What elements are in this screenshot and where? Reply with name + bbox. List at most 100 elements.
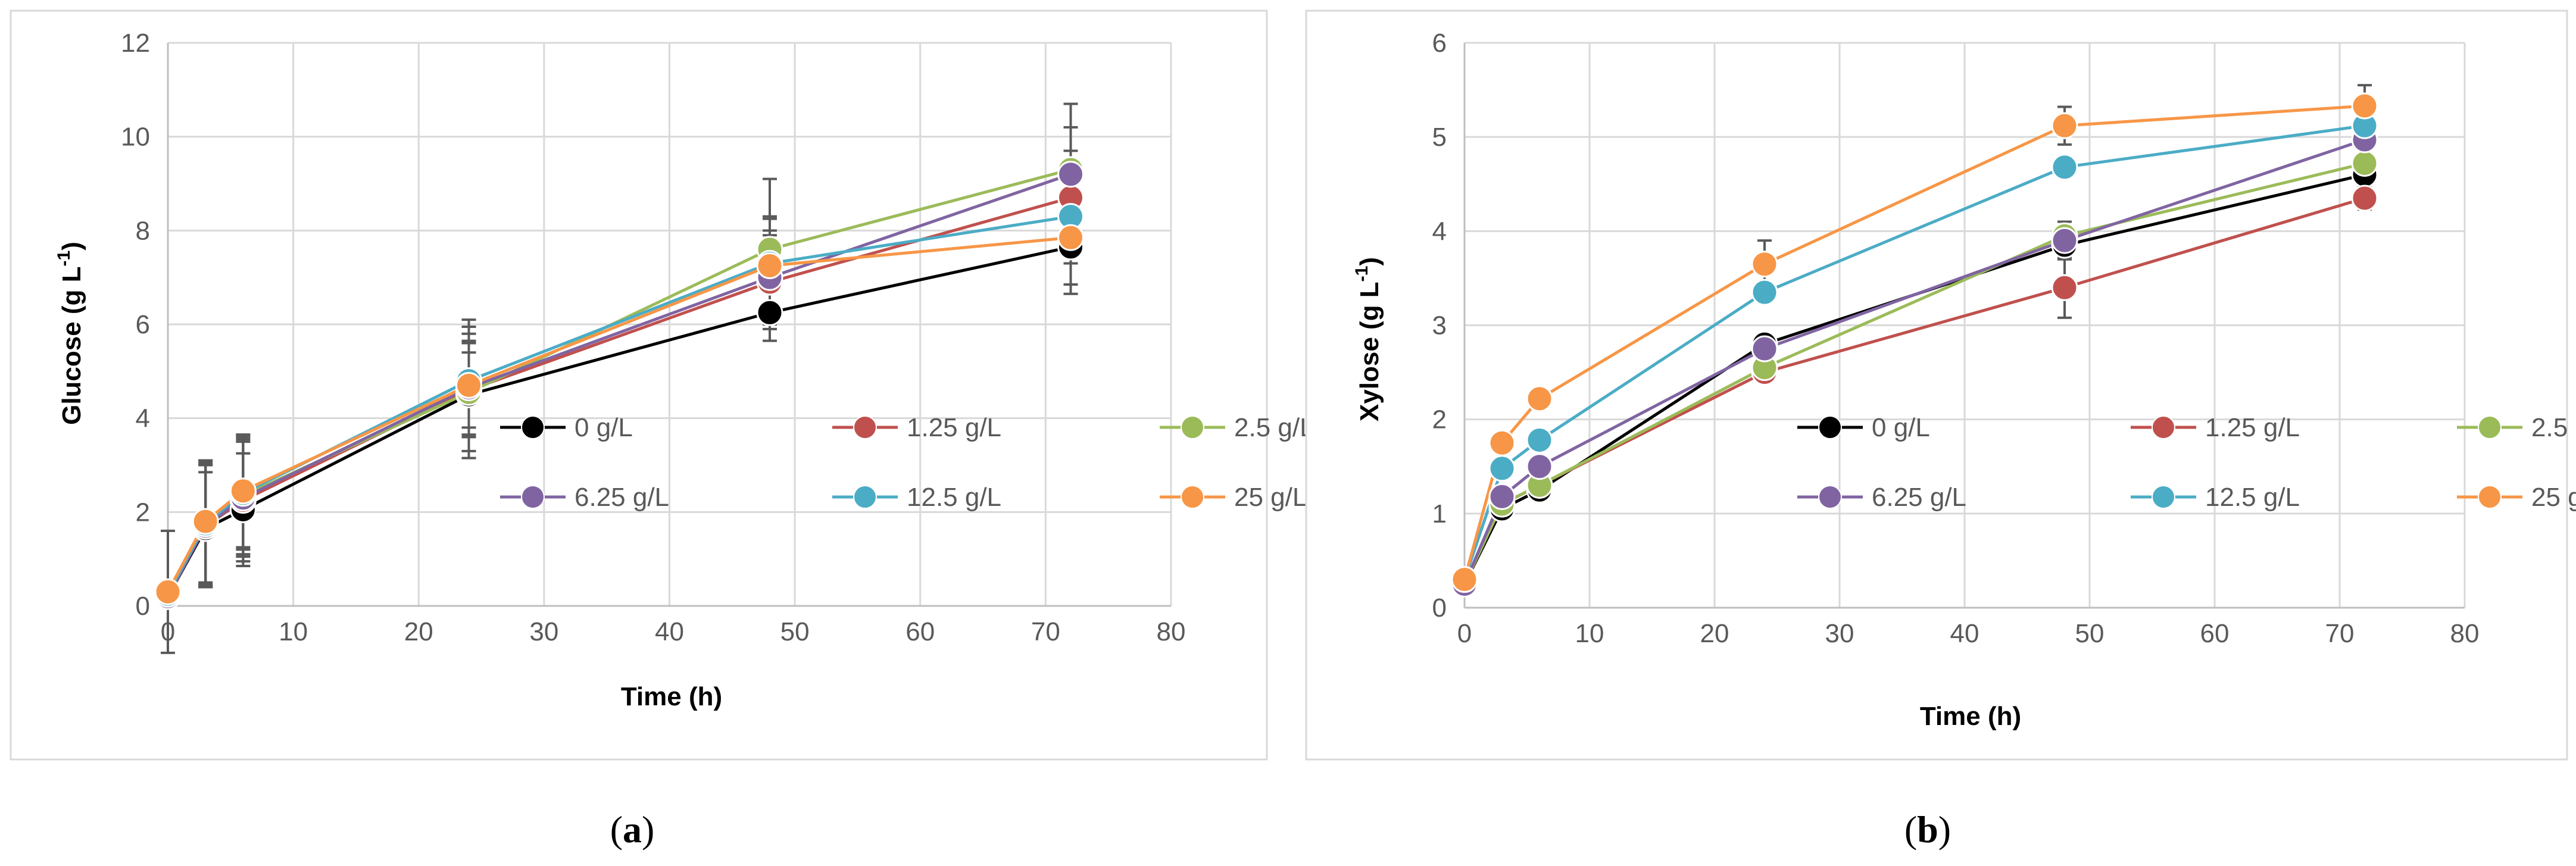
point-b-1-25-g-l-4 <box>2051 274 2078 301</box>
point-b-1-25-g-l-5 <box>2351 185 2378 212</box>
x-tick-label-b-3: 30 <box>1825 619 1854 648</box>
point-b-12-5-g-l-2 <box>1526 426 1553 454</box>
panel-label-a: (a) <box>610 808 655 851</box>
legend-item-a-2-5-g-l: 2.5 g/L <box>1160 413 1314 442</box>
y-axis-title-b-sup: -1 <box>1352 266 1372 282</box>
y-axis-title-b-tail: ) <box>1355 257 1384 266</box>
legend-item-b-2-5-g-l: 2.5 g/L <box>2457 413 2576 442</box>
x-tick-label-b-5: 50 <box>2075 619 2104 648</box>
x-tick-label-b-0: 0 <box>1457 619 1472 648</box>
y-tick-label-a-4: 8 <box>136 216 150 245</box>
series-line-b-0-g-l <box>1463 173 2365 585</box>
legend-marker-a-2 <box>1181 415 1204 439</box>
y-tick-label-b-2: 2 <box>1432 405 1447 434</box>
point-a-25-g-l-2 <box>229 477 257 505</box>
y-axis-title-b-base: Xylose (g L <box>1355 282 1384 421</box>
x-tick-label-a-8: 80 <box>1157 617 1186 646</box>
point-b-12-5-g-l-4 <box>2051 154 2078 181</box>
point-b-25-g-l-3 <box>1751 251 1778 278</box>
y-axis-title-b: Xylose (g L-1) <box>1352 257 1384 421</box>
legend-marker-b-3 <box>1818 485 1842 509</box>
plot-area-a: 01020304050607080024681012 <box>121 29 1186 654</box>
legend-marker-a-0 <box>521 415 545 439</box>
legend-item-b-25-g-l: 25 g/L <box>2457 483 2576 512</box>
panel-label-a-letter: a <box>623 808 642 851</box>
legend-item-b-0-g-l: 0 g/L <box>1797 413 1930 442</box>
legend-item-a-12-5-g-l: 12.5 g/L <box>832 483 1001 512</box>
point-b-25-g-l-4 <box>2051 112 2078 139</box>
y-axis-title-a-sup: -1 <box>54 251 74 267</box>
legend-label-a-5: 25 g/L <box>1234 483 1307 512</box>
legend-item-a-6-25-g-l: 6.25 g/L <box>500 483 669 512</box>
y-axis-title-a-tail: ) <box>57 242 86 251</box>
legend-marker-b-0 <box>1818 415 1842 439</box>
point-b-6-25-g-l-2 <box>1526 453 1553 480</box>
y-tick-label-a-2: 4 <box>136 404 150 433</box>
point-b-6-25-g-l-1 <box>1488 483 1516 510</box>
y-tick-label-a-5: 10 <box>121 123 150 152</box>
legend-label-b-3: 6.25 g/L <box>1872 483 1966 512</box>
point-b-25-g-l-1 <box>1488 429 1516 457</box>
legend-item-b-6-25-g-l: 6.25 g/L <box>1797 483 1966 512</box>
legend-label-b-5: 25 g/L <box>2531 483 2576 512</box>
point-b-25-g-l-2 <box>1526 385 1553 412</box>
point-a-25-g-l-3 <box>455 371 482 399</box>
point-b-2-5-g-l-5 <box>2351 149 2378 177</box>
legend-label-b-2: 2.5 g/L <box>2531 413 2576 442</box>
point-a-25-g-l-1 <box>192 508 219 535</box>
y-tick-label-a-0: 0 <box>136 592 150 621</box>
x-tick-label-a-4: 40 <box>655 617 684 646</box>
legend-b: 0 g/L 1.25 g/L 2.5 g/L 6.25 g/L 12.5 g/L 25 g… <box>1797 413 2576 512</box>
x-tick-label-a-3: 30 <box>529 617 558 646</box>
y-tick-label-a-3: 6 <box>136 310 150 339</box>
point-b-12-5-g-l-1 <box>1488 455 1516 482</box>
point-a-0-g-l-4 <box>756 299 783 326</box>
legend-label-b-4: 12.5 g/L <box>2205 483 2300 512</box>
point-a-25-g-l-5 <box>1057 224 1084 251</box>
x-tick-label-a-2: 20 <box>404 617 433 646</box>
x-tick-label-b-4: 40 <box>1950 619 1979 648</box>
y-tick-label-b-3: 3 <box>1432 311 1447 340</box>
x-tick-label-a-7: 70 <box>1031 617 1060 646</box>
x-tick-label-a-1: 10 <box>279 617 308 646</box>
point-a-25-g-l-4 <box>756 252 783 279</box>
chart-frame-a <box>10 10 1268 761</box>
panel-label-b: (b) <box>1904 808 1951 851</box>
x-tick-label-b-8: 80 <box>2450 619 2480 648</box>
y-tick-label-b-1: 1 <box>1432 499 1447 529</box>
panel-a: 01020304050607080024681012 Time (h) Gluc… <box>10 10 1314 851</box>
panel-label-b-letter: b <box>1917 808 1938 851</box>
legend-label-a-4: 12.5 g/L <box>907 483 1001 512</box>
legend-label-b-0: 0 g/L <box>1872 413 1930 442</box>
legend-marker-a-5 <box>1181 485 1204 509</box>
legend-marker-b-2 <box>2478 415 2502 439</box>
y-tick-label-a-1: 2 <box>136 498 150 527</box>
y-tick-label-b-4: 4 <box>1432 217 1447 246</box>
y-axis-title-a-base: Glucose (g L <box>57 266 86 424</box>
point-a-6-25-g-l-5 <box>1057 161 1084 188</box>
point-b-6-25-g-l-4 <box>2051 227 2078 254</box>
legend-item-b-12-5-g-l: 12.5 g/L <box>2131 483 2300 512</box>
y-tick-label-b-6: 6 <box>1432 29 1447 58</box>
x-tick-label-b-6: 60 <box>2200 619 2230 648</box>
x-tick-label-b-1: 10 <box>1575 619 1604 648</box>
y-tick-label-b-5: 5 <box>1432 123 1447 152</box>
point-b-12-5-g-l-3 <box>1751 279 1778 306</box>
legend-item-a-1-25-g-l: 1.25 g/L <box>832 413 1001 442</box>
legend-marker-b-4 <box>2152 485 2175 509</box>
point-b-6-25-g-l-3 <box>1751 335 1778 362</box>
x-axis-title-a: Time (h) <box>621 682 722 711</box>
y-tick-label-a-6: 12 <box>121 29 150 58</box>
y-tick-label-b-0: 0 <box>1432 593 1447 623</box>
legend-label-a-3: 6.25 g/L <box>574 483 669 512</box>
legend-label-a-2: 2.5 g/L <box>1234 413 1314 442</box>
legend-marker-a-4 <box>853 485 877 509</box>
point-b-25-g-l-0 <box>1451 566 1478 593</box>
x-tick-label-b-7: 70 <box>2325 619 2355 648</box>
legend-label-a-1: 1.25 g/L <box>907 413 1001 442</box>
y-axis-title-a: Glucose (g L-1) <box>54 242 86 425</box>
point-a-25-g-l-0 <box>154 578 182 605</box>
legend-label-a-0: 0 g/L <box>574 413 633 442</box>
legend-a: 0 g/L 1.25 g/L 2.5 g/L 6.25 g/L 12.5 g/L 25 g… <box>500 413 1314 512</box>
